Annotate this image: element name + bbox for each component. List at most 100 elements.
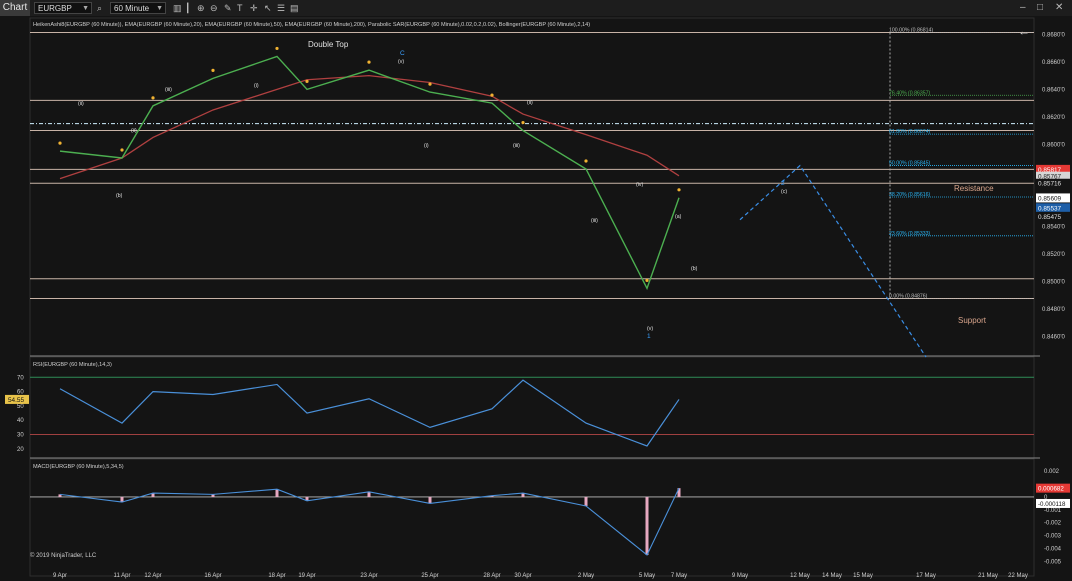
parabolic-sar-dot: [151, 96, 155, 100]
rsi-current-badge-label: 54.55: [8, 397, 24, 404]
price-badge-label: 0.85817: [1038, 167, 1062, 174]
text-icon[interactable]: T: [237, 3, 243, 13]
parabolic-sar-dot: [58, 141, 62, 145]
chevron-down-icon: ▼: [82, 5, 89, 12]
x-axis-date-label: 11 Apr: [114, 573, 131, 579]
macd-histogram-bar: [367, 491, 371, 497]
x-axis-date-label: 12 Apr: [144, 573, 161, 579]
parabolic-sar-dot: [428, 82, 432, 86]
close-icon[interactable]: ✕: [1055, 2, 1064, 13]
price-badge-label: 0.85767: [1038, 174, 1062, 181]
fib-level-label: 23.60% (0.85333): [889, 231, 931, 237]
rsi-tick-label: 50: [17, 404, 24, 410]
price-tick-label: 0.8540'0: [1042, 225, 1065, 231]
chevron-down-icon: ▼: [156, 5, 163, 12]
macd-badge: [1036, 498, 1070, 508]
zoom-out-icon[interactable]: ⊖: [210, 3, 218, 13]
parabolic-sar-dot: [645, 278, 649, 282]
price-badge-label: 0.85537: [1038, 205, 1062, 212]
chart-area[interactable]: HeikenAshi8(EURGBP (60 Minute)), EMA(EUR…: [0, 16, 1072, 581]
fib-level-label: 38.20% (0.85616): [889, 192, 931, 198]
fib-level-label: 0.00% (0.84876): [889, 294, 928, 300]
heikenashi-series-line[interactable]: [59, 55, 680, 291]
rsi-current-badge: [5, 394, 29, 404]
resistance-label: Resistance: [954, 184, 994, 193]
wave-label: (ii): [527, 100, 533, 106]
fib-level-label: 100.00% (0.86814): [889, 28, 933, 34]
macd-histogram-bar: [305, 496, 309, 501]
price-tick-label: 0.8460'0: [1042, 334, 1065, 340]
x-axis-date-label: 25 Apr: [421, 573, 438, 579]
search-icon[interactable]: ⌕: [97, 3, 103, 13]
macd-badge: [1036, 483, 1070, 493]
properties-icon[interactable]: ☰: [277, 3, 286, 13]
price-tick-label: 0.8620'0: [1042, 115, 1065, 121]
price-tick-label: 0.8600'0: [1042, 142, 1065, 148]
macd-label: MACD(EURGBP (60 Minute),5,34,5): [33, 464, 124, 470]
rsi-tick-label: 70: [17, 375, 24, 381]
wave-label: (ii): [78, 101, 84, 107]
macd-tick-label: -0.003: [1044, 534, 1062, 540]
chart-toolbar: Chart EURGBP ▼ ⌕ 60 Minute ▼ ▥ ┃ ⊕ ⊖ ✎ T ✛…: [0, 0, 1072, 17]
instrument-selector[interactable]: EURGBP ▼: [34, 2, 92, 14]
crosshair-icon[interactable]: ✛: [250, 3, 258, 13]
price-badge: [1036, 178, 1070, 188]
price-tick-label: 0.8640'0: [1042, 87, 1065, 93]
price-tick-label: 0.8500'0: [1042, 280, 1065, 286]
wave-number: 2: [781, 180, 785, 187]
wave-label: (b): [691, 266, 698, 272]
x-axis-date-label: 21 May: [978, 573, 998, 579]
wave-number: C: [400, 50, 405, 57]
wave-label: (v): [647, 326, 653, 332]
parabolic-sar-dot: [275, 46, 279, 51]
macd-histogram-bar: [584, 496, 588, 506]
maximize-icon[interactable]: □: [1037, 2, 1044, 13]
macd-histogram-bar: [275, 489, 279, 497]
price-badge-label: 0.85475: [1038, 214, 1062, 221]
macd-histogram-bar: [120, 496, 124, 503]
draw-icon[interactable]: ✎: [224, 3, 232, 13]
price-indicators-label: HeikenAshi8(EURGBP (60 Minute)), EMA(EUR…: [33, 22, 590, 28]
macd-tick-label: -0.005: [1044, 559, 1062, 565]
bar-chart-icon[interactable]: ▥: [173, 3, 182, 13]
ema-200-line[interactable]: [59, 74, 680, 180]
price-badge-label: 0.85716: [1038, 181, 1062, 188]
price-tick-label: 0.8520'0: [1042, 252, 1065, 258]
timeframe-selector[interactable]: 60 Minute ▼: [110, 2, 166, 14]
parabolic-sar-dot: [521, 120, 525, 125]
rsi-tick-label: 40: [17, 418, 24, 424]
price-badge: [1036, 164, 1070, 174]
cursor-icon[interactable]: ↖: [264, 3, 272, 13]
macd-line[interactable]: [59, 487, 680, 556]
wave-label: (v): [398, 59, 404, 65]
minimize-icon[interactable]: –: [1020, 2, 1026, 13]
template-icon[interactable]: ▤: [290, 3, 299, 13]
chart-tab[interactable]: Chart: [0, 0, 30, 16]
candlestick-icon[interactable]: ┃: [185, 3, 191, 13]
x-axis-date-label: 9 Apr: [53, 573, 67, 579]
macd-tick-label: -0.004: [1044, 547, 1062, 553]
x-axis-date-label: 16 Apr: [204, 573, 221, 579]
macd-histogram-bar: [521, 493, 525, 497]
price-badge: [1036, 193, 1070, 203]
support-label: Support: [958, 316, 987, 325]
parabolic-sar-dot: [305, 79, 309, 83]
wave-projection-line[interactable]: [739, 164, 927, 358]
macd-tick-label: -0.002: [1044, 521, 1062, 527]
macd-tick-label: 0.002: [1044, 469, 1060, 475]
x-axis-date-label: 9 May: [732, 573, 748, 579]
price-badge-label: 0.85609: [1038, 195, 1062, 202]
zoom-in-icon[interactable]: ⊕: [197, 3, 205, 13]
rsi-label: RSI(EURGBP (60 Minute),14,3): [33, 362, 112, 368]
wave-label: (b): [116, 193, 123, 199]
x-axis-date-label: 14 May: [822, 573, 842, 579]
parabolic-sar-dot: [211, 68, 215, 72]
x-axis-date-label: 7 May: [671, 573, 687, 579]
back-arrow-icon[interactable]: ←: [1018, 24, 1030, 38]
x-axis-date-label: 12 May: [790, 573, 810, 579]
wave-number: 1: [647, 333, 651, 340]
rsi-line[interactable]: [59, 379, 680, 447]
fib-level-label: 50.00% (0.85845): [889, 161, 931, 167]
wave-label: (iii): [165, 87, 172, 93]
price-badge: [1036, 211, 1070, 221]
